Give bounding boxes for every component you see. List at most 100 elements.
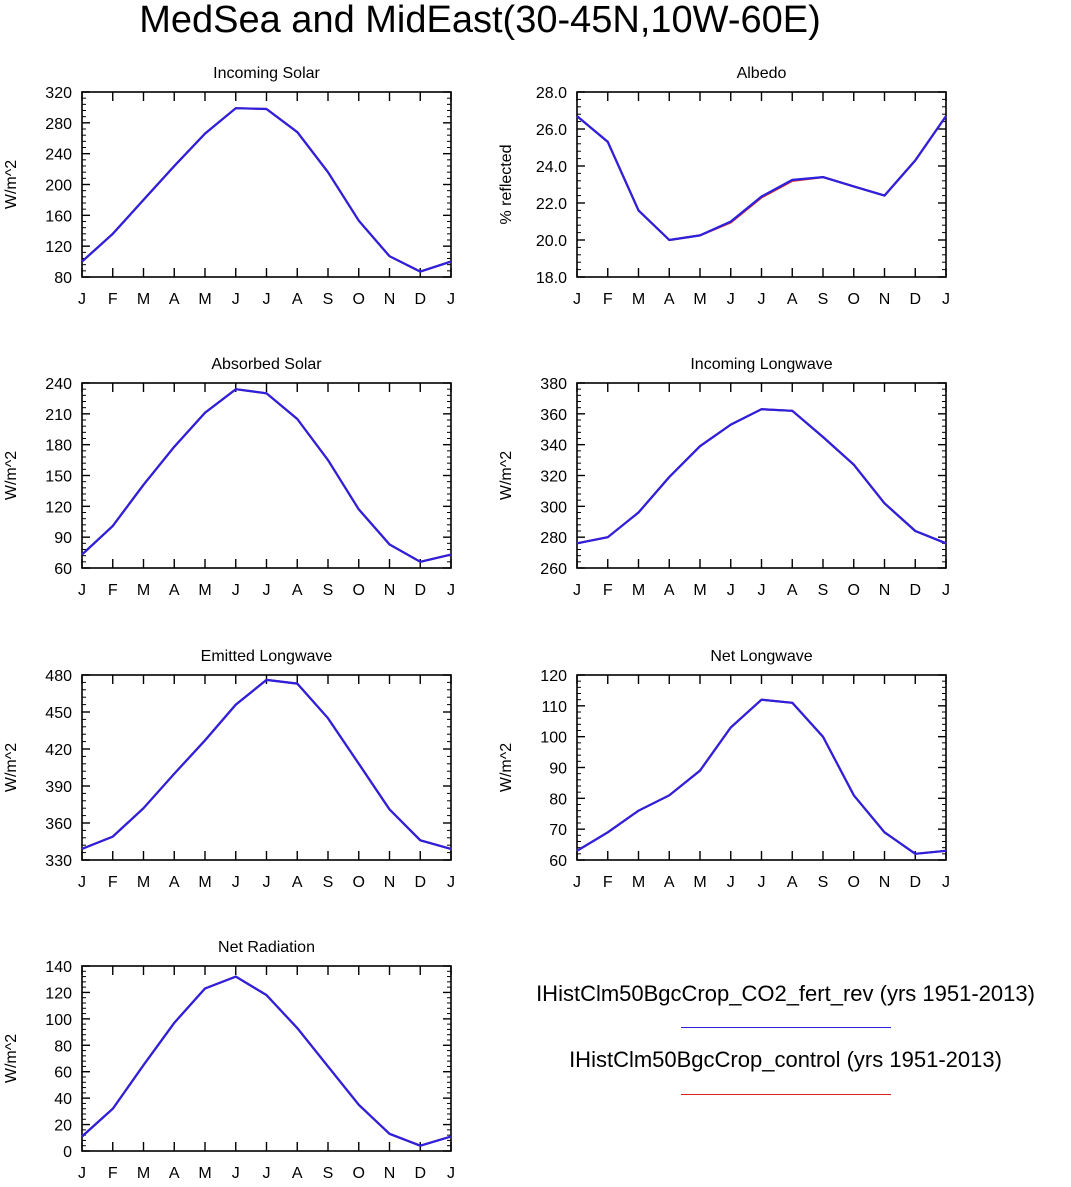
x-tick-label: F: [603, 582, 613, 599]
x-tick-label: D: [909, 291, 921, 308]
x-tick-label: J: [78, 582, 86, 599]
y-tick-label: 100: [45, 1012, 72, 1029]
y-tick-label: 390: [45, 779, 72, 796]
x-tick-label: S: [323, 582, 334, 599]
x-tick-label: A: [169, 1165, 180, 1182]
panel-title: Net Radiation: [218, 939, 315, 956]
panel-title: Incoming Solar: [213, 65, 320, 82]
y-tick-label: 20: [54, 1118, 72, 1135]
x-tick-label: J: [263, 1165, 271, 1182]
plot-frame: [81, 965, 452, 1152]
series-line-1: [81, 678, 452, 850]
x-tick-label: M: [198, 582, 211, 599]
y-tick-label: 280: [45, 116, 72, 133]
series-line-2: [576, 408, 947, 545]
y-axis-label: W/m^2: [3, 451, 20, 500]
series-line-1: [576, 408, 947, 545]
x-tick-label: J: [263, 582, 271, 599]
series-line-1: [81, 975, 452, 1147]
x-tick-label: F: [603, 291, 613, 308]
x-tick-label: J: [78, 291, 86, 308]
plot-frame: [576, 382, 947, 569]
plot-frame: [81, 382, 452, 569]
x-tick-label: A: [787, 291, 798, 308]
x-tick-label: N: [879, 874, 891, 891]
series-line-2: [81, 107, 452, 273]
x-tick-label: F: [108, 291, 118, 308]
x-tick-label: A: [292, 582, 303, 599]
x-tick-label: N: [879, 582, 891, 599]
y-tick-label: 0: [63, 1144, 72, 1161]
x-tick-label: D: [909, 874, 921, 891]
y-tick-label: 60: [54, 1065, 72, 1082]
x-tick-label: O: [353, 1165, 365, 1182]
x-tick-label: M: [693, 291, 706, 308]
x-tick-label: N: [384, 582, 396, 599]
x-tick-label: M: [137, 1165, 150, 1182]
y-tick-label: 420: [45, 742, 72, 759]
x-tick-label: J: [727, 582, 735, 599]
x-tick-label: F: [603, 874, 613, 891]
x-tick-label: J: [573, 582, 581, 599]
x-tick-label: M: [693, 582, 706, 599]
x-tick-label: J: [232, 291, 240, 308]
y-tick-label: 480: [45, 668, 72, 685]
x-tick-label: D: [414, 291, 426, 308]
y-tick-label: 120: [540, 668, 567, 685]
x-tick-label: N: [384, 1165, 396, 1182]
x-tick-label: M: [632, 874, 645, 891]
x-tick-label: J: [78, 1165, 86, 1182]
series-line-2: [576, 698, 947, 855]
panel-title: Emitted Longwave: [201, 648, 333, 665]
x-tick-label: J: [727, 874, 735, 891]
series-line-1: [576, 698, 947, 855]
x-tick-label: S: [818, 582, 829, 599]
y-tick-label: 120: [45, 985, 72, 1002]
x-tick-label: J: [78, 874, 86, 891]
x-tick-label: A: [787, 874, 798, 891]
y-tick-label: 260: [540, 561, 567, 578]
x-tick-label: D: [414, 582, 426, 599]
x-tick-label: M: [137, 874, 150, 891]
y-tick-label: 22.0: [536, 196, 567, 213]
series-line-1: [81, 388, 452, 563]
x-tick-label: J: [263, 874, 271, 891]
y-tick-label: 180: [45, 438, 72, 455]
x-tick-label: M: [632, 291, 645, 308]
plot-frame: [576, 674, 947, 861]
x-tick-label: J: [232, 874, 240, 891]
series-line-2: [576, 115, 947, 242]
y-tick-label: 240: [45, 376, 72, 393]
y-tick-label: 110: [541, 699, 567, 716]
x-tick-label: S: [323, 874, 334, 891]
y-tick-label: 280: [540, 530, 567, 547]
legend-line-series-1: [681, 1027, 891, 1028]
x-tick-label: O: [848, 582, 860, 599]
y-tick-label: 60: [549, 853, 567, 870]
y-axis-label: W/m^2: [3, 160, 20, 209]
x-tick-label: N: [879, 291, 891, 308]
y-axis-label: W/m^2: [3, 743, 20, 792]
x-tick-label: J: [573, 291, 581, 308]
y-tick-label: 450: [45, 705, 72, 722]
y-tick-label: 120: [45, 239, 72, 256]
y-tick-label: 100: [540, 730, 567, 747]
x-tick-label: J: [232, 1165, 240, 1182]
y-tick-label: 320: [540, 469, 567, 486]
x-tick-label: O: [353, 291, 365, 308]
y-tick-label: 200: [45, 178, 72, 195]
y-tick-label: 140: [45, 959, 72, 976]
x-tick-label: S: [323, 1165, 334, 1182]
y-tick-label: 18.0: [536, 270, 567, 287]
x-tick-label: A: [169, 291, 180, 308]
y-tick-label: 24.0: [536, 159, 567, 176]
x-tick-label: A: [292, 874, 303, 891]
y-tick-label: 90: [54, 530, 72, 547]
panel-title: Absorbed Solar: [211, 356, 322, 373]
x-tick-label: S: [818, 291, 829, 308]
x-tick-label: D: [414, 1165, 426, 1182]
x-tick-label: F: [108, 874, 118, 891]
x-tick-label: M: [632, 582, 645, 599]
